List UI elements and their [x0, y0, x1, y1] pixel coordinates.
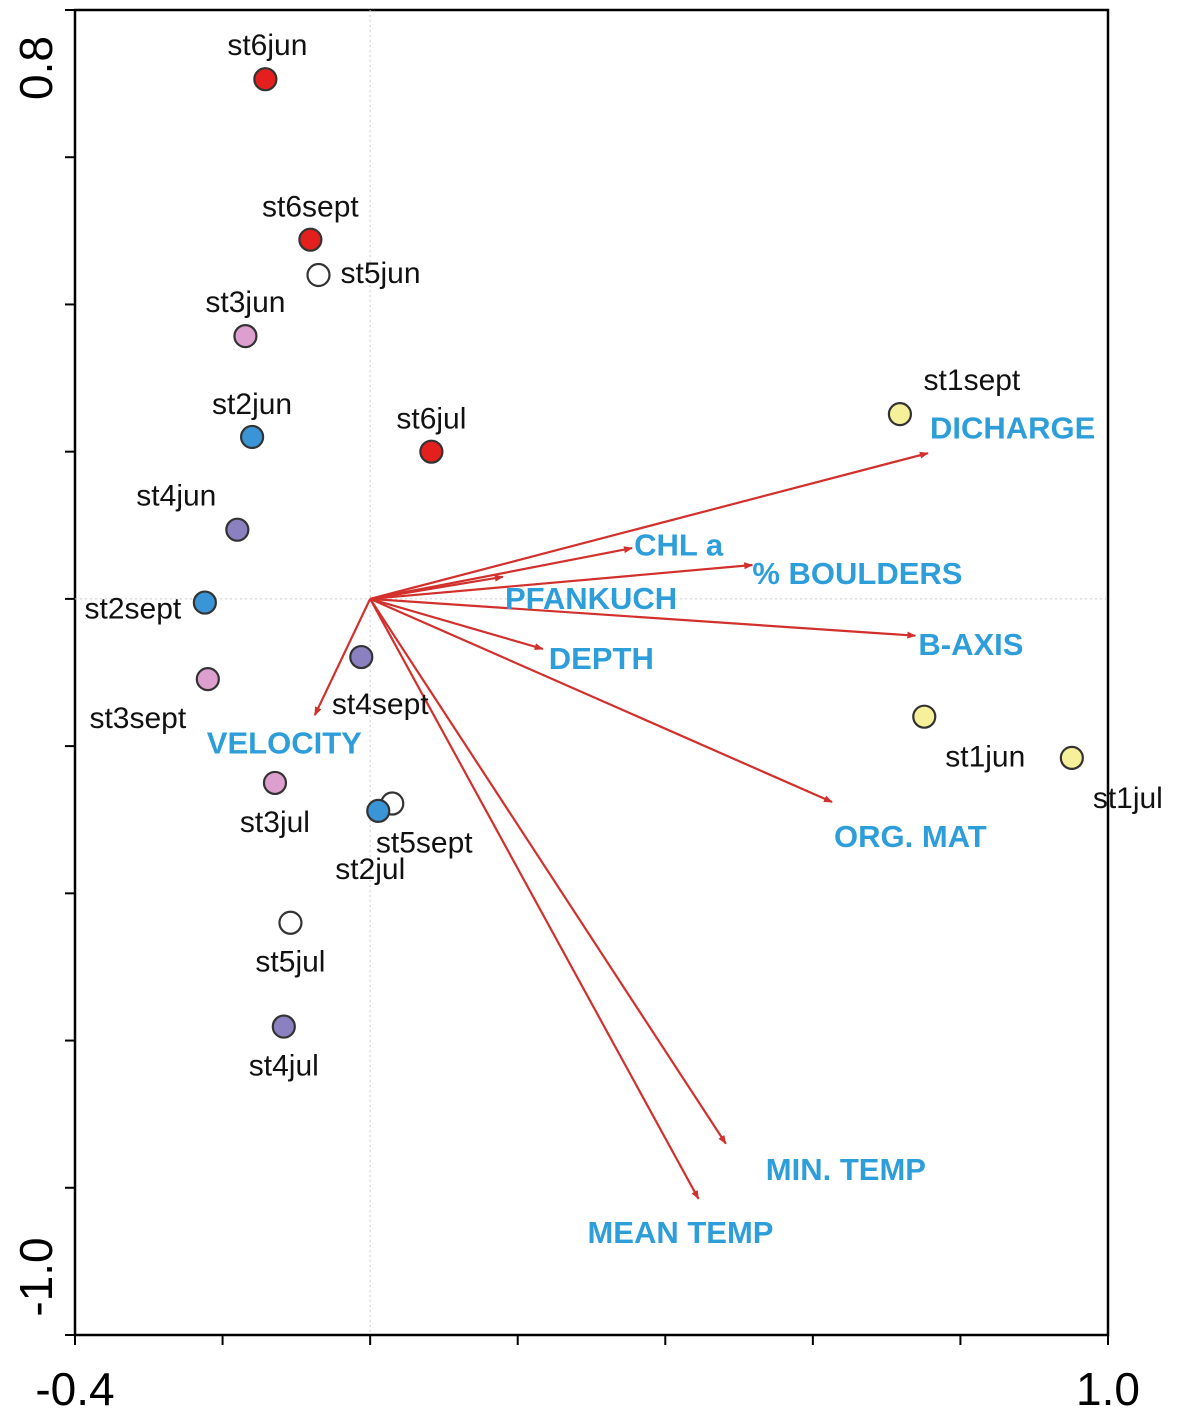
point-label: st5jun: [340, 257, 420, 290]
point: [306, 262, 331, 288]
point: [887, 402, 913, 427]
point: [349, 644, 374, 670]
point-label: st5jul: [255, 946, 325, 979]
point-label: st5sept: [376, 826, 473, 859]
point-label: st4jul: [249, 1049, 319, 1082]
arrow-label: % BOULDERS: [752, 556, 962, 591]
point: [233, 323, 258, 349]
point-label: st3jul: [240, 806, 310, 839]
arrow: [369, 574, 504, 600]
x-tick-label: 1.0: [1076, 1363, 1140, 1415]
y-tick-label: 0.8: [10, 36, 62, 100]
point: [1059, 745, 1084, 770]
arrow: [369, 451, 929, 600]
point: [278, 910, 303, 935]
arrow: [313, 598, 372, 717]
point-label: st2jul: [335, 853, 405, 886]
point-label: st3jun: [205, 286, 285, 319]
point: [271, 1014, 296, 1039]
point: [225, 517, 250, 542]
arrow-label: ORG. MAT: [834, 819, 987, 854]
x-tick-label: -0.4: [35, 1363, 114, 1415]
point: [419, 439, 444, 464]
arrow-label: VELOCITY: [207, 725, 362, 760]
point-label: st6jun: [227, 29, 307, 62]
arrow: [369, 598, 700, 1200]
point: [239, 424, 265, 450]
arrow-label: DEPTH: [549, 641, 654, 676]
arrow: [369, 597, 833, 804]
point: [262, 770, 288, 796]
point-label: st6sept: [262, 191, 359, 224]
point-label: st2sept: [84, 592, 181, 625]
y-tick-label: -1.0: [10, 1237, 62, 1316]
point: [912, 704, 937, 729]
point: [366, 798, 391, 823]
arrow-label: MEAN TEMP: [587, 1215, 773, 1250]
point-label: st2jun: [212, 388, 292, 421]
point: [253, 67, 278, 92]
arrow: [370, 597, 917, 639]
arrow: [369, 598, 727, 1145]
point-label: st1sept: [924, 364, 1021, 397]
point-label: st4sept: [332, 688, 429, 721]
arrow-label: DICHARGE: [930, 410, 1095, 445]
point-label: st1jul: [1093, 782, 1163, 815]
point-label: st3sept: [89, 702, 186, 735]
arrow-label: PFANKUCH: [505, 581, 677, 616]
arrow-label: B-AXIS: [918, 627, 1023, 662]
arrow: [370, 562, 754, 600]
point-label: st6jul: [396, 403, 466, 436]
arrow-label: CHL a: [634, 527, 724, 562]
arrow: [369, 597, 544, 651]
arrow-label: MIN. TEMP: [766, 1152, 926, 1187]
arrow: [369, 546, 633, 600]
point: [195, 667, 220, 692]
point-label: st1jun: [945, 741, 1025, 774]
plot-frame: [73, 8, 1110, 1337]
point: [298, 227, 323, 252]
point: [192, 590, 217, 615]
point-label: st4jun: [136, 480, 216, 513]
